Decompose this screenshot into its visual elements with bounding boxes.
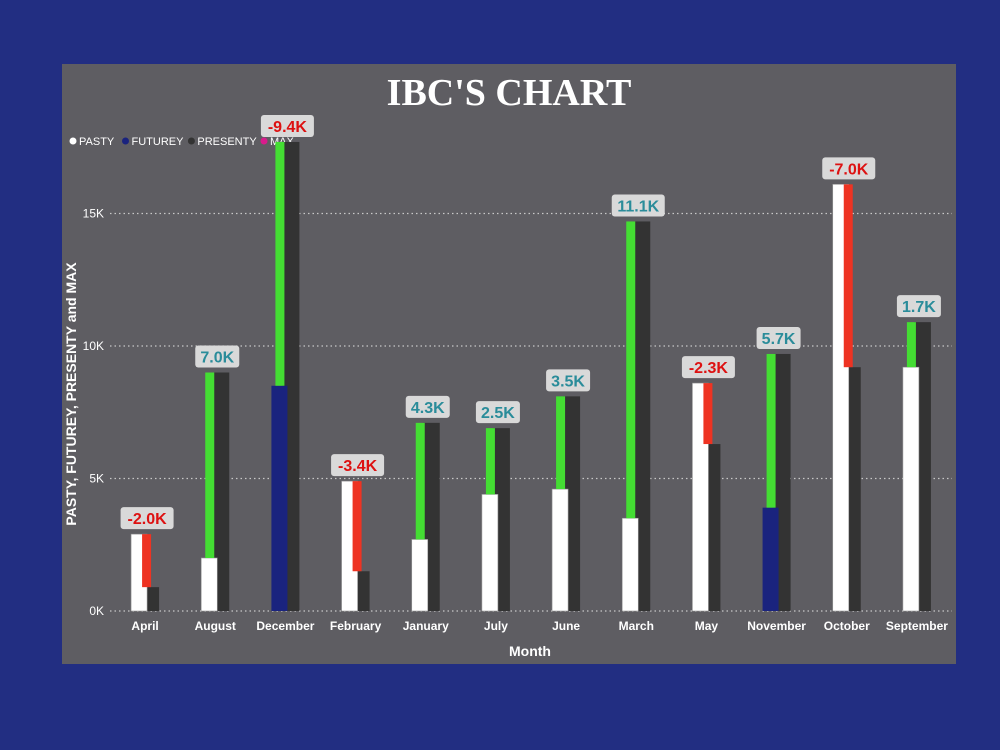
bars: [130, 141, 931, 612]
data-label-bg: [195, 345, 240, 368]
bar-pasty: [902, 366, 920, 612]
bar-pasty: [551, 488, 569, 612]
x-tick-label: June: [552, 619, 580, 633]
data-label-bg: [405, 395, 450, 418]
y-tick-label: 10K: [83, 339, 104, 353]
data-labels: -2.0K 7.0K -9.4K -3.4K 4.3K 2.5K 3.5K 11.1K -2.3…: [120, 114, 941, 530]
x-tick-label: January: [403, 619, 449, 633]
x-tick-label: March: [619, 619, 654, 633]
data-label: 5.7K: [762, 331, 796, 348]
data-label: 3.5K: [551, 373, 585, 390]
data-label: 11.1K: [617, 198, 659, 215]
legend-marker: [122, 137, 129, 145]
bar-change: [275, 141, 285, 386]
data-label: 7.0K: [200, 350, 234, 367]
bar-pasty: [411, 539, 429, 612]
bar-change: [142, 534, 152, 588]
chart-panel: IBC'S CHART PASTYFUTUREYPRESENTYMAX 0K5K…: [62, 64, 956, 664]
x-tick-label: May: [695, 619, 719, 633]
y-tick-label: 15K: [83, 207, 104, 221]
bar-presenty: [212, 372, 230, 611]
y-tick-label: 5K: [89, 472, 104, 486]
data-label-bg: [681, 356, 735, 379]
data-label-bg: [475, 401, 520, 424]
x-axis-title: Month: [509, 643, 551, 659]
x-tick-label: August: [195, 619, 236, 633]
x-tick-label: December: [256, 619, 314, 633]
data-label-bg: [756, 326, 801, 349]
bar-change: [626, 221, 636, 519]
chart: IBC'S CHART PASTYFUTUREYPRESENTYMAX 0K5K…: [63, 72, 952, 659]
x-axis-categories: April August December February January July Ju…: [131, 619, 948, 633]
data-label: 1.7K: [902, 299, 936, 316]
gridlines: [110, 212, 952, 612]
bar-pasty: [200, 557, 218, 612]
bar-change: [766, 353, 776, 508]
y-axis-ticks: 0K 5K 10K 15K: [83, 207, 104, 619]
legend-label: FUTUREY: [132, 136, 185, 148]
data-label-bg: [260, 114, 314, 137]
legend-label: PRESENTY: [197, 136, 257, 148]
bar-change: [556, 396, 566, 490]
bar-presenty: [633, 221, 651, 611]
bar-change: [843, 184, 853, 368]
bar-pasty: [481, 494, 499, 612]
data-label: -3.4K: [338, 458, 378, 475]
data-label-bg: [331, 454, 385, 477]
bar-pasty: [621, 517, 639, 612]
bar-change: [205, 372, 215, 558]
x-tick-label: July: [484, 619, 508, 633]
bar-change: [415, 422, 425, 540]
data-label: -9.4K: [268, 119, 308, 136]
legend-marker: [187, 137, 195, 145]
legend-marker: [260, 137, 268, 145]
x-tick-label: September: [886, 619, 948, 633]
bar-futurey: [271, 385, 288, 611]
bar-change: [703, 383, 713, 445]
bar-change: [485, 428, 495, 495]
data-label: 4.3K: [411, 400, 445, 417]
x-tick-label: October: [824, 619, 870, 633]
x-tick-label: February: [330, 619, 382, 633]
y-tick-label: 0K: [89, 604, 104, 618]
data-label-bg: [896, 295, 941, 318]
y-axis-title: PASTY, FUTUREY, PRESENTY and MAX: [63, 262, 79, 526]
data-label: -2.0K: [128, 511, 168, 528]
chart-title: IBC'S CHART: [387, 72, 632, 114]
data-label-bg: [611, 194, 665, 217]
data-label: -7.0K: [829, 161, 869, 178]
data-label: 2.5K: [481, 405, 515, 422]
bar-change: [906, 322, 916, 368]
legend-marker: [69, 137, 77, 145]
data-label-bg: [120, 507, 174, 530]
legend-label: PASTY: [79, 136, 115, 148]
x-tick-label: April: [131, 619, 158, 633]
data-label: -2.3K: [689, 360, 729, 377]
bar-change: [352, 481, 362, 572]
x-tick-label: November: [747, 619, 806, 633]
bar-futurey: [762, 507, 779, 611]
data-label-bg: [546, 369, 591, 392]
legend: PASTYFUTUREYPRESENTYMAX: [69, 136, 295, 148]
data-label-bg: [822, 157, 876, 180]
